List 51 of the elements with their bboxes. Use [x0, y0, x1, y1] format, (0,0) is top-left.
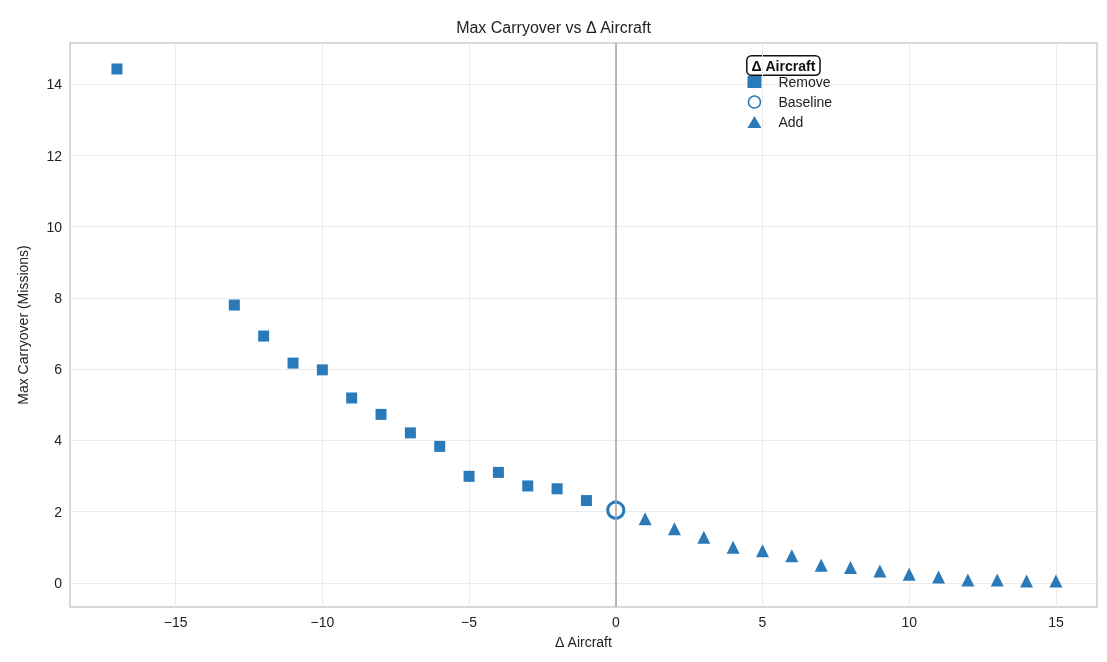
point: [551, 483, 563, 495]
point: [755, 544, 769, 558]
point: [638, 512, 652, 526]
y-tick-label: 0: [54, 574, 63, 591]
point: [492, 466, 504, 478]
legend-label: Add: [778, 114, 804, 130]
y-tick-label: 14: [46, 76, 63, 93]
point: [434, 440, 446, 452]
x-tick-label: 5: [758, 614, 767, 630]
y-axis-title: Max Carryover (Missions): [15, 245, 31, 405]
x-tick-label: 0: [611, 614, 620, 630]
legend-label: Remove: [778, 74, 831, 90]
point: [258, 330, 270, 342]
y-tick-label: 8: [54, 289, 63, 306]
chart-title: Max Carryover vs Δ Aircraft: [456, 18, 652, 36]
point: [785, 549, 799, 563]
point: [844, 560, 858, 574]
y-tick-label: 12: [46, 147, 63, 164]
point: [111, 63, 123, 75]
legend-label: Baseline: [778, 94, 833, 110]
point: [902, 567, 916, 581]
point: [932, 570, 946, 584]
y-tick-label: 6: [54, 361, 63, 378]
point: [961, 573, 975, 587]
point: [667, 522, 681, 536]
y-tick-label: 2: [54, 503, 63, 520]
point: [697, 530, 711, 544]
point: [228, 299, 240, 311]
x-tick-label: −5: [461, 614, 478, 630]
legend-title: Δ Aircraft: [751, 57, 816, 74]
point: [375, 408, 387, 420]
y-tick-label: 4: [54, 432, 63, 449]
x-tick-label: −10: [310, 614, 335, 630]
point: [404, 427, 416, 439]
point: [346, 392, 358, 404]
point: [316, 364, 328, 376]
point: [1049, 574, 1063, 588]
point: [726, 540, 740, 554]
point: [580, 495, 592, 507]
x-axis-title: Δ Aircraft: [555, 634, 613, 650]
y-tick-label: 10: [46, 218, 63, 235]
point: [990, 573, 1004, 587]
point: [1020, 574, 1034, 588]
x-tick-label: 10: [901, 614, 918, 630]
point: [287, 357, 299, 369]
point: [522, 480, 534, 492]
x-tick-label: −15: [163, 614, 188, 630]
x-tick-label: 15: [1048, 614, 1064, 630]
point: [463, 470, 475, 482]
point: [873, 564, 887, 578]
point: [814, 558, 828, 572]
